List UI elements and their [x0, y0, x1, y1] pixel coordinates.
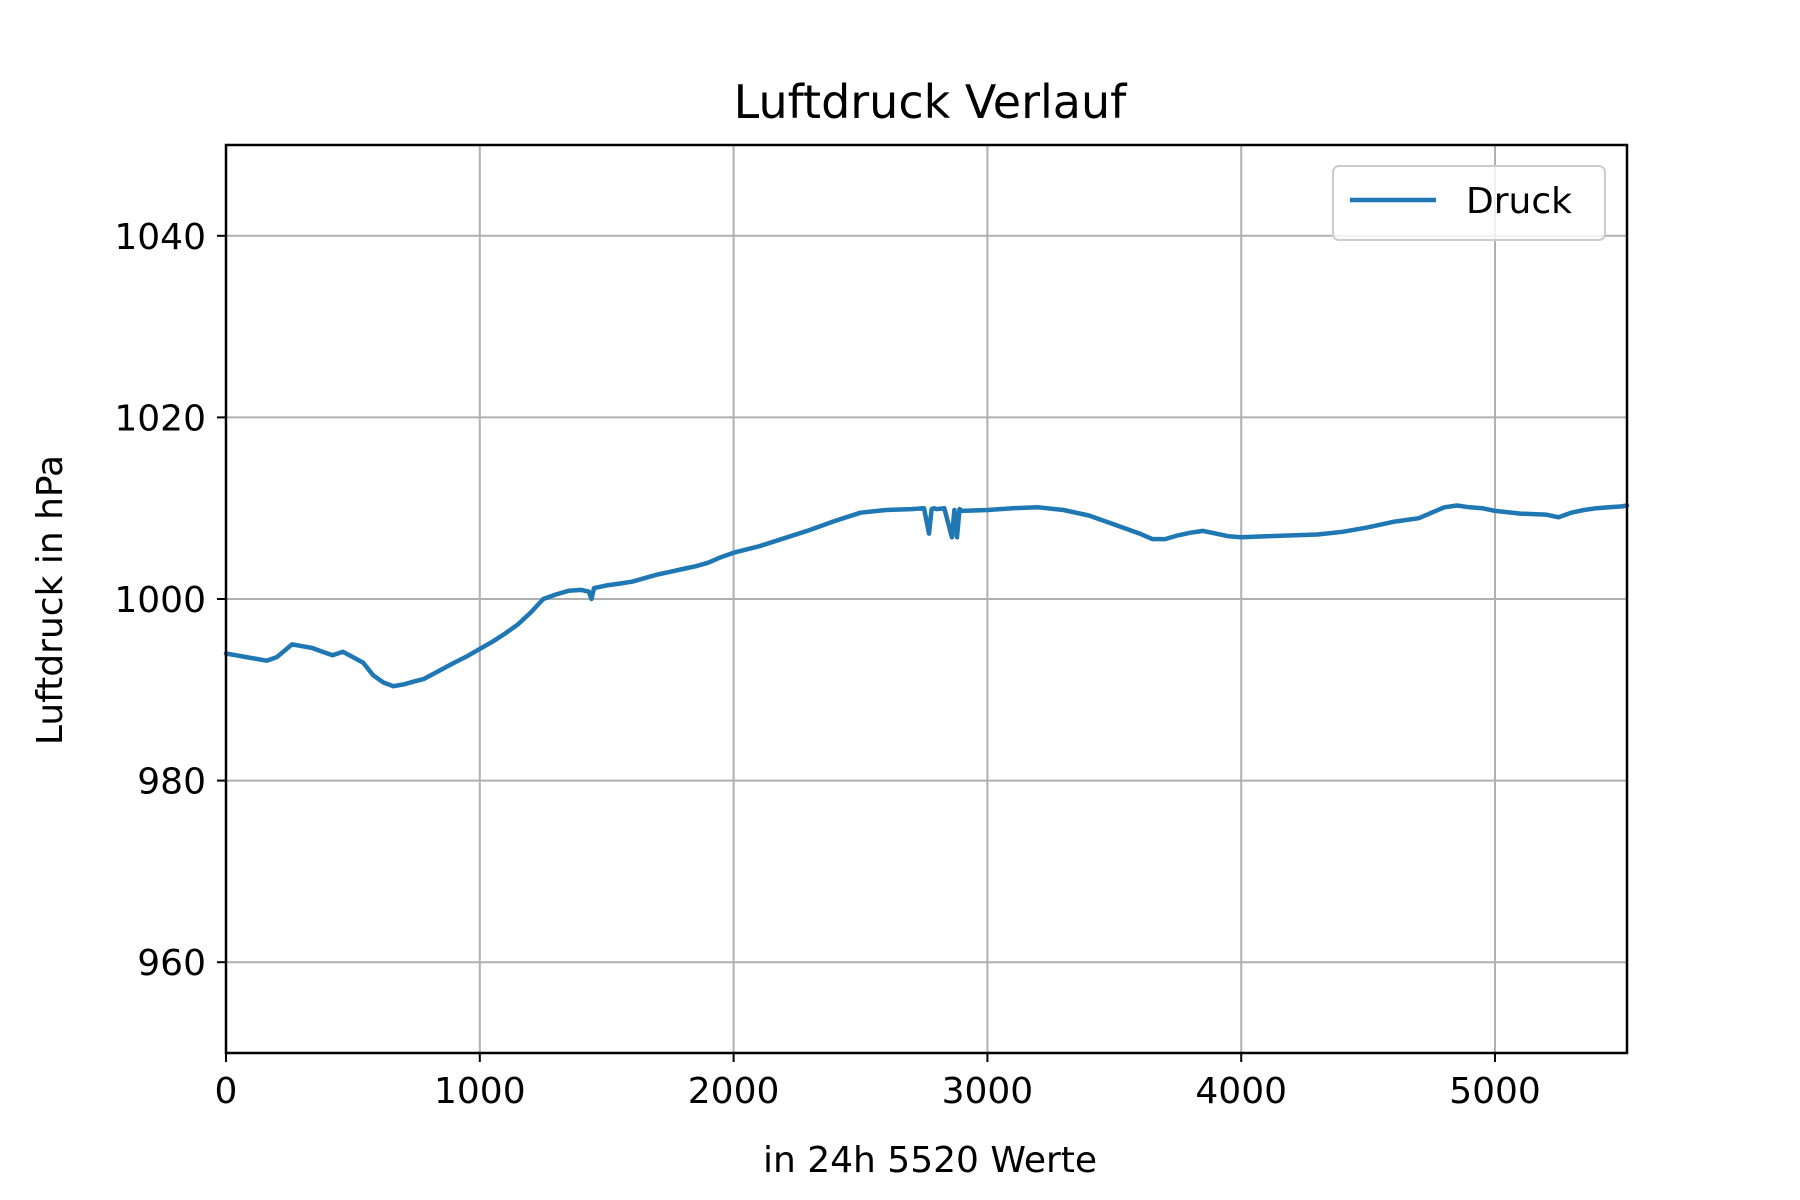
legend-box — [1332, 165, 1606, 241]
legend-entry-druck: Druck — [1466, 181, 1572, 222]
x-tick-label: 5000 — [1449, 1071, 1541, 1112]
x-tick-label: 0 — [215, 1071, 238, 1112]
x-tick-label: 4000 — [1195, 1071, 1287, 1112]
y-tick-label: 980 — [137, 762, 206, 803]
y-tick-label: 1020 — [114, 398, 206, 439]
x-tick-label: 1000 — [434, 1071, 526, 1112]
y-axis-label: Luftdruck in hPa — [30, 455, 71, 745]
y-tick-label: 1040 — [114, 217, 206, 258]
tick-layer: 0 1000 2000 3000 4000 5000 960 980 1000 1020 1040 — [114, 217, 1540, 1112]
series-line-druck — [223, 503, 1630, 689]
y-tick-label: 1000 — [114, 580, 206, 621]
y-tick-label: 960 — [137, 943, 206, 984]
chart-title: Luftdruck Verlauf — [734, 75, 1128, 129]
series-layer — [223, 503, 1630, 689]
x-tick-label: 2000 — [688, 1071, 780, 1112]
x-tick-label: 3000 — [942, 1071, 1034, 1112]
x-axis-label: in 24h 5520 Werte — [763, 1140, 1097, 1181]
legend: Druck — [1332, 165, 1606, 241]
